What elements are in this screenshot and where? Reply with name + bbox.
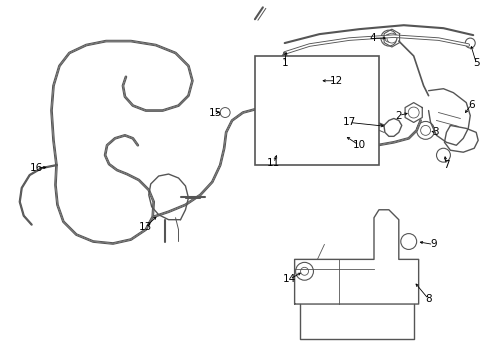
Circle shape bbox=[220, 108, 230, 117]
Text: 11: 11 bbox=[267, 158, 280, 168]
Circle shape bbox=[308, 69, 331, 93]
Circle shape bbox=[401, 234, 416, 249]
Circle shape bbox=[437, 148, 450, 162]
Text: 13: 13 bbox=[139, 222, 152, 231]
Circle shape bbox=[385, 34, 393, 42]
Text: 12: 12 bbox=[330, 76, 343, 86]
Circle shape bbox=[416, 121, 435, 139]
Text: 5: 5 bbox=[473, 58, 480, 68]
Bar bbox=[255, 56, 379, 165]
Text: 3: 3 bbox=[432, 127, 439, 138]
Text: 15: 15 bbox=[209, 108, 222, 117]
Circle shape bbox=[273, 145, 283, 155]
Circle shape bbox=[466, 38, 475, 48]
Text: 4: 4 bbox=[369, 33, 376, 43]
Text: 10: 10 bbox=[352, 140, 366, 150]
Text: 7: 7 bbox=[443, 160, 450, 170]
Text: 6: 6 bbox=[468, 100, 474, 109]
Circle shape bbox=[387, 33, 397, 43]
Text: 14: 14 bbox=[283, 274, 296, 284]
Text: 1: 1 bbox=[281, 58, 288, 68]
Circle shape bbox=[381, 30, 397, 46]
Text: 16: 16 bbox=[30, 163, 43, 173]
Circle shape bbox=[300, 267, 309, 275]
Circle shape bbox=[420, 125, 431, 135]
Circle shape bbox=[314, 75, 325, 87]
Circle shape bbox=[295, 262, 314, 280]
Text: 9: 9 bbox=[430, 239, 437, 249]
Text: 17: 17 bbox=[343, 117, 356, 127]
Text: 8: 8 bbox=[425, 294, 432, 304]
Circle shape bbox=[268, 140, 288, 160]
Text: 2: 2 bbox=[395, 111, 402, 121]
Circle shape bbox=[408, 107, 419, 118]
